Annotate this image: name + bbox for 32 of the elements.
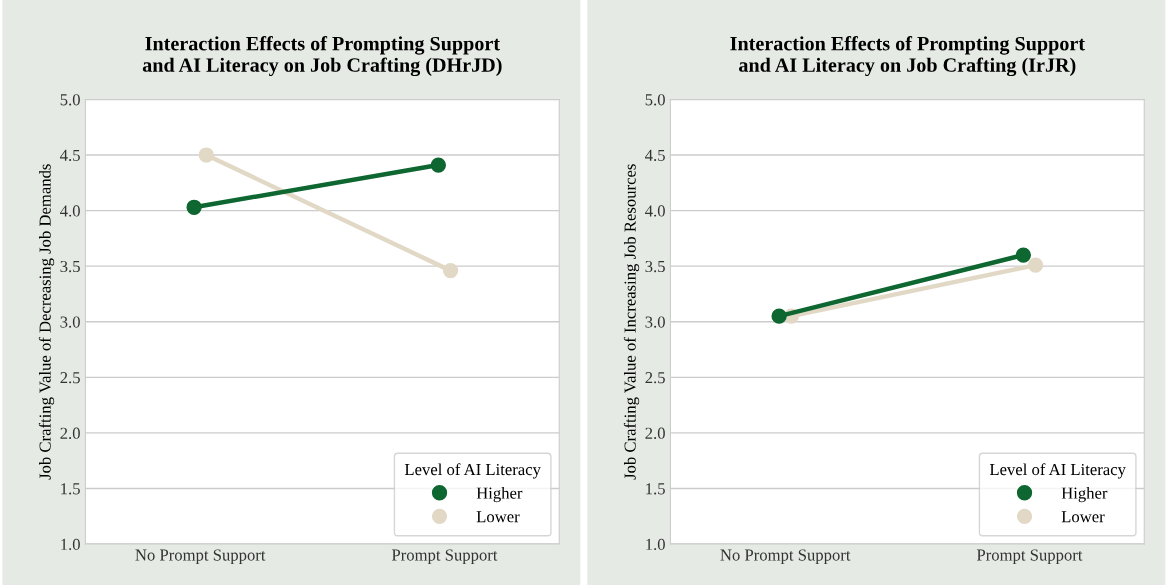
y-axis-title: Job Crafting Value of Decreasing Job Demands [38,164,55,480]
y-tick-label: 2.0 [60,427,80,439]
y-tick-label: 1.0 [646,538,665,551]
x-tick-label: No Prompt Support [135,549,266,565]
x-tick-label: Prompt Support [976,549,1083,565]
chart-title: Interaction Effects of Prompting Support and AI Literacy on Job Crafting (IrJR) [730,36,1085,77]
y-tick-label: 4.0 [60,205,80,217]
y-tick-label: 5.0 [60,94,80,106]
y-tick-label: 4.0 [645,205,665,217]
x-tick-label: No Prompt Support [720,549,851,565]
chart-title: Interaction Effects of Prompting Support and AI Literacy on Job Crafting (DHrJD) [142,36,502,77]
legend-title: Level of AI Literacy [404,463,541,479]
x-tick-label: Prompt Support [391,549,498,565]
y-tick-label: 1.5 [61,483,80,495]
legend-label: Lower [1061,511,1105,523]
y-tick-label: 4.5 [60,149,80,162]
y-tick-label: 3.5 [645,260,665,273]
y-tick-label: 3.5 [60,260,80,273]
legend-title: Level of AI Literacy [989,463,1126,479]
y-tick-label: 1.0 [61,538,80,551]
legend-label: Higher [476,487,523,503]
y-tick-label: 2.0 [645,427,665,439]
y-tick-label: 3.0 [645,316,665,328]
y-tick-label: 2.5 [60,372,80,384]
legend-label: Lower [476,511,520,523]
y-tick-label: 2.5 [645,372,665,384]
y-axis-title: Job Crafting Value of Increasing Job Resources [623,164,640,480]
legend-label: Higher [1061,487,1108,503]
y-tick-label: 4.5 [645,149,665,162]
y-tick-label: 5.0 [645,94,665,106]
y-tick-label: 3.0 [60,316,80,328]
y-tick-label: 1.5 [646,483,665,495]
